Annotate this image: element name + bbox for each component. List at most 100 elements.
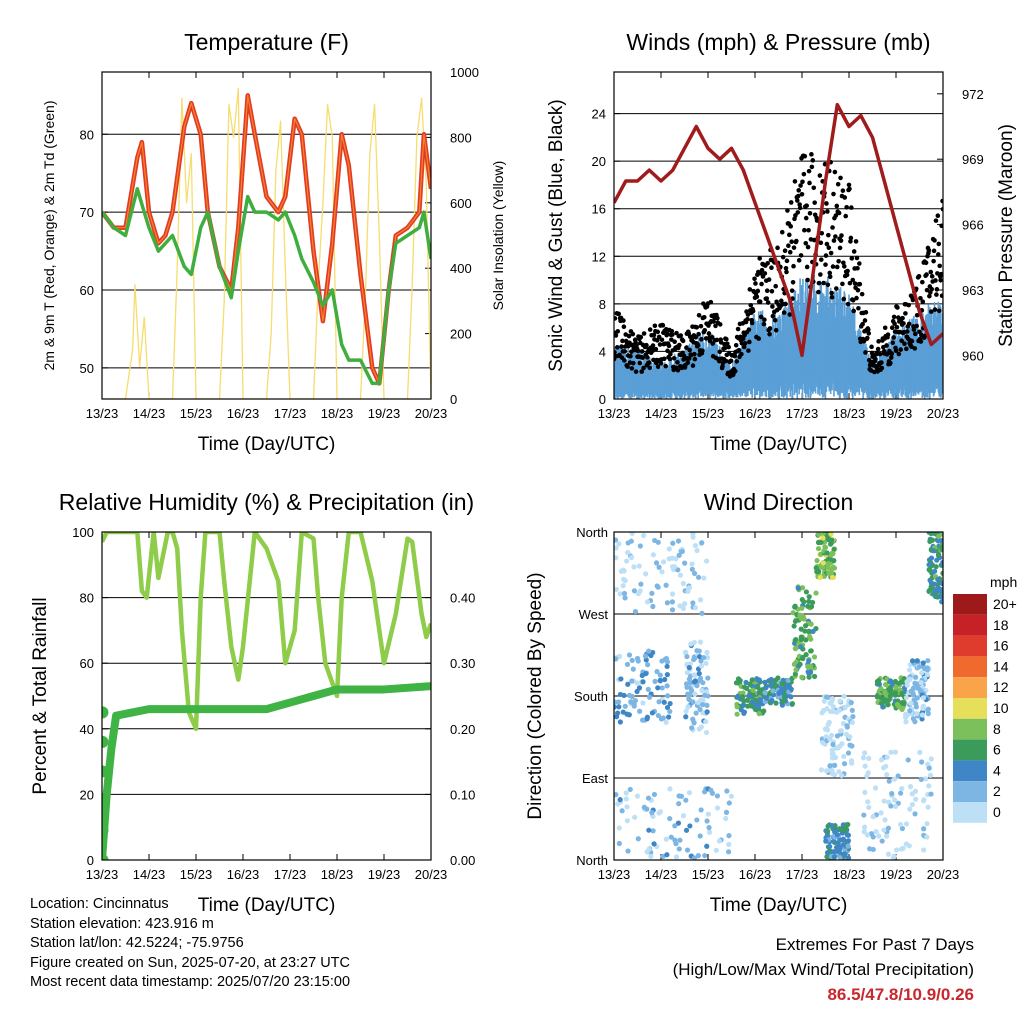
wind-direction-point — [638, 581, 644, 587]
gust-point — [714, 337, 720, 343]
gust-point — [615, 329, 621, 334]
wind-direction-point — [703, 558, 710, 564]
gust-point — [795, 210, 801, 215]
gust-point — [668, 351, 673, 357]
wind-direction-point — [925, 658, 931, 664]
wind-direction-point — [806, 628, 812, 634]
wind-direction-point — [700, 702, 706, 708]
wind-direction-point — [663, 582, 669, 588]
gust-point — [773, 283, 778, 289]
gust-point — [838, 175, 843, 181]
wind-direction-point — [879, 757, 885, 763]
gust-point — [780, 254, 786, 260]
wind-direction-point — [830, 704, 836, 710]
gust-point — [622, 349, 628, 354]
wind-direction-point — [640, 679, 646, 685]
gust-point — [889, 325, 895, 330]
wind-direction-point — [825, 823, 831, 829]
temperature-plot-area — [102, 87, 431, 399]
wind-direction-point — [654, 669, 660, 675]
wind-direction-point — [838, 772, 845, 779]
wind-direction-point — [882, 817, 888, 823]
wind-direction-point — [628, 699, 634, 705]
gust-point — [830, 264, 836, 269]
y-tick-label: 4 — [599, 344, 606, 359]
gust-point — [845, 268, 850, 274]
wind-direction-point — [614, 586, 619, 593]
legend-label: 10 — [993, 700, 1009, 716]
wind-direction-point — [824, 727, 831, 733]
wind-direction-point — [837, 855, 843, 860]
wind-direction-point — [686, 585, 693, 591]
wind-direction-point — [749, 677, 755, 683]
wind-direction-points — [614, 532, 943, 860]
wind-direction-point — [656, 564, 662, 570]
gust-point — [715, 315, 720, 321]
wind-direction-point — [691, 855, 698, 860]
wind-direction-point — [756, 677, 762, 683]
wind-direction-point — [668, 834, 674, 840]
precip-point — [102, 706, 109, 719]
gust-point — [675, 359, 680, 365]
wind-direction-point — [620, 583, 626, 589]
wind-direction-point — [669, 607, 676, 613]
wind-direction-point — [919, 759, 925, 765]
wind-direction-point — [928, 756, 934, 762]
relative-humidity-line — [102, 532, 431, 732]
temperature-ylabel-right: Solar Insolation (Yellow) — [490, 161, 506, 311]
wind-direction-point — [641, 532, 647, 539]
wind-direction-point — [870, 834, 876, 840]
wind-direction-point — [831, 849, 837, 855]
gust-point — [853, 239, 859, 244]
gust-point — [779, 229, 785, 235]
wind-direction-point — [726, 841, 732, 847]
y-tick-label: South — [574, 689, 608, 704]
gust-point — [684, 345, 689, 351]
gust-point — [765, 260, 770, 266]
gust-point — [762, 317, 767, 322]
wind-direction-point — [795, 585, 801, 591]
wind-direction-point — [926, 765, 932, 771]
gust-point — [827, 274, 833, 280]
wind-direction-point — [680, 813, 687, 819]
gust-point — [651, 357, 656, 363]
wind-direction-point — [659, 685, 665, 691]
y-tick-label: East — [582, 771, 608, 786]
wind-direction-point — [838, 827, 844, 833]
wind-direction-point — [624, 804, 630, 810]
y-tick-label: 60 — [80, 656, 94, 671]
legend-swatch — [953, 739, 987, 761]
gust-point — [686, 356, 692, 361]
x-tick-label: 18/23 — [833, 406, 866, 421]
wind-direction-point — [792, 671, 798, 677]
x-tick-label: 13/23 — [86, 867, 119, 882]
y-tick-label: 80 — [80, 591, 94, 606]
gust-point — [885, 332, 891, 337]
wind-direction-point — [617, 691, 624, 698]
wind-direction-point — [892, 797, 898, 803]
gust-point — [927, 293, 932, 299]
pressure-line — [614, 102, 943, 358]
gust-point — [918, 295, 923, 301]
wind-direction-point — [714, 793, 721, 799]
legend-swatch — [953, 614, 987, 636]
x-tick-label: 14/23 — [645, 867, 678, 882]
wind-direction-point — [691, 672, 697, 678]
wind-direction-point — [644, 716, 650, 722]
gust-point — [857, 281, 863, 287]
wind-direction-point — [617, 591, 623, 597]
x-tick-label: 17/23 — [274, 867, 307, 882]
gust-point — [932, 238, 937, 243]
wind-direction-point — [935, 538, 941, 544]
wind-direction-point — [825, 721, 831, 727]
wind-direction-point — [669, 591, 676, 597]
wind-direction-point — [912, 788, 919, 794]
wind-direction-point — [683, 650, 689, 656]
gust-point — [918, 339, 924, 344]
gust-point — [899, 338, 904, 344]
gust-point — [806, 227, 811, 233]
wind-direction-point — [686, 696, 692, 702]
wind-direction-point — [883, 763, 889, 769]
winds-ylabel-right: Station Pressure (Maroon) — [996, 124, 1017, 347]
gust-point — [655, 364, 661, 369]
